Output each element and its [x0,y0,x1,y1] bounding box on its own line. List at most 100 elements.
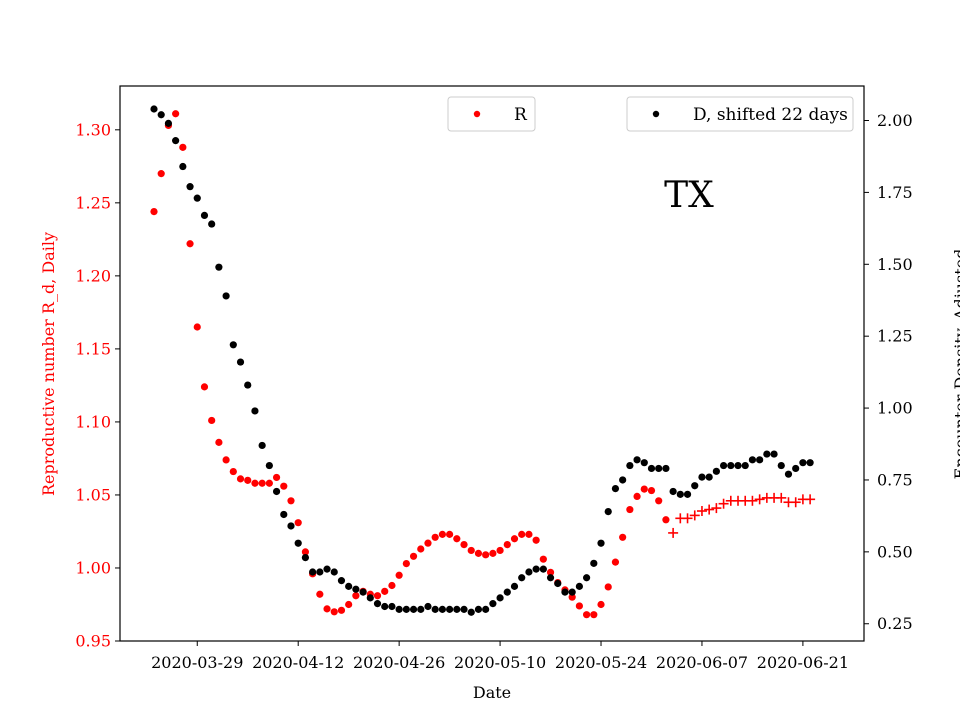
d-point [496,594,504,602]
r-plus-point [718,498,729,509]
d-point [474,605,483,613]
d-point [503,588,511,596]
d-point [784,470,793,478]
r-point [633,492,641,501]
r-point [388,581,396,590]
r-point [662,516,670,524]
r-point [503,541,511,549]
r-point [489,549,497,557]
x-axis: 2020-03-29 2020-04-12 2020-04-26 2020-05-10… [151,641,849,672]
d-point [770,450,778,458]
r-point [453,535,461,543]
r-point [647,486,656,495]
d-point [698,473,706,481]
d-point [157,111,165,119]
d-point [301,554,310,562]
r-point [294,519,302,527]
r-point [381,587,389,595]
right-tick-label: 1.00 [877,399,913,418]
d-point [539,565,547,573]
r-point [640,485,648,493]
right-tick-label: 1.75 [877,183,913,202]
d-point [164,119,173,127]
d-point [258,441,266,450]
r-point [345,600,353,609]
r-point [460,541,468,549]
r-point [446,530,454,538]
d-point [438,605,446,613]
d-point [676,490,684,498]
d-point [280,510,288,519]
r-point [215,438,223,446]
r-point [172,110,180,118]
left-tick-label: 1.10 [75,412,111,431]
d-point [554,579,562,588]
d-point [518,574,526,582]
r-plus-point [668,527,679,538]
d-point [352,585,360,593]
r-point [157,170,165,178]
x-tick-label: 2020-04-26 [353,653,445,672]
r-point [280,482,288,490]
right-tick-label: 1.25 [877,327,913,346]
r-point [229,467,237,476]
d-point [763,450,771,458]
right-tick-label: 0.25 [877,614,913,633]
legend-r-box [447,96,536,132]
d-point [792,464,800,473]
x-tick-label: 2020-03-29 [151,653,243,672]
r-point [244,476,252,484]
x-tick-label: 2020-04-12 [252,653,344,672]
d-point [193,194,201,202]
d-point [568,588,576,596]
d-point [330,568,338,576]
d-point [626,461,634,470]
d-point [316,568,324,576]
d-point [345,582,353,590]
r-plus-point [805,494,816,505]
d-point [532,565,540,573]
d-point [575,582,583,590]
d-point [179,162,187,171]
r-point [546,568,555,576]
r-point [626,505,634,514]
d-point [590,559,598,567]
d-point [467,608,475,616]
legend-r: R [447,96,536,132]
d-point [597,539,605,547]
d-point [215,263,223,271]
r-point [301,548,310,556]
d-point [395,605,403,613]
r-point [287,497,295,505]
r-plus-point [754,494,765,505]
d-point [489,600,497,608]
d-point [619,476,627,484]
plot-frame [119,85,865,642]
r-point [510,535,519,543]
d-point [546,574,555,582]
r-point [438,530,446,538]
d-point [431,605,439,613]
d-point [186,183,194,191]
r-plus-point [776,492,787,503]
d-point [561,588,569,596]
d-point [272,487,281,496]
d-point [337,577,346,585]
d-point [583,574,591,582]
r-point [352,592,360,600]
d-point [366,594,374,602]
legend-r-label: R [514,105,528,125]
x-tick-label: 2020-05-10 [454,653,546,672]
r-point [179,143,187,151]
r-point [611,558,620,566]
d-point [265,461,273,470]
r-point [467,546,475,555]
d-point [460,605,468,613]
right-y-axis: 0.25 0.50 0.75 1.00 1.25 1.50 1.75 2.00 [864,111,913,633]
r-plus-point [682,513,693,524]
d-point [309,568,317,576]
r-point [532,536,540,544]
right-tick-label: 0.50 [877,542,913,561]
d-point [741,461,749,470]
r-point [272,473,281,482]
